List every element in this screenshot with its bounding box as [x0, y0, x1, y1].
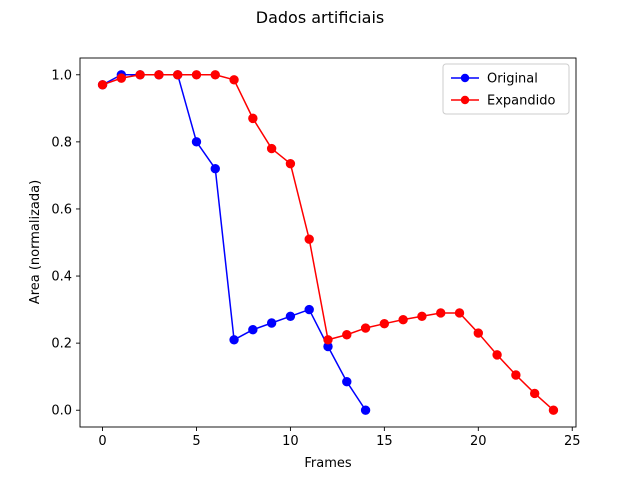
legend-label-expandido: Expandido — [487, 94, 555, 109]
chart-title: Dados artificiais — [256, 8, 385, 27]
data-point-expandido — [454, 308, 465, 318]
data-point-expandido — [248, 113, 258, 124]
legend-box — [442, 63, 570, 115]
data-point-expandido — [266, 143, 277, 154]
data-point-original — [248, 325, 258, 335]
x-tick-label: 25 — [564, 434, 581, 449]
data-point-expandido — [473, 328, 483, 338]
data-point-original — [229, 335, 239, 345]
y-tick-label: 0.0 — [51, 404, 72, 419]
data-point-expandido — [342, 330, 352, 340]
data-point-expandido — [210, 70, 220, 80]
legend-marker-expandido — [460, 95, 470, 105]
data-point-original — [304, 304, 314, 315]
data-point-expandido — [285, 158, 296, 169]
data-point-expandido — [511, 370, 521, 380]
data-point-expandido — [360, 323, 371, 333]
data-point-original — [210, 164, 220, 174]
data-point-expandido — [304, 234, 314, 244]
x-tick-label: 15 — [376, 434, 393, 449]
data-point-expandido — [173, 70, 183, 80]
data-point-expandido — [379, 318, 390, 329]
data-point-expandido — [492, 350, 502, 360]
plot-frame — [79, 57, 577, 428]
data-point-expandido — [135, 70, 145, 80]
data-point-expandido — [436, 308, 446, 318]
data-point-original — [342, 377, 352, 387]
data-point-expandido — [229, 75, 239, 85]
data-point-original — [285, 311, 296, 321]
data-point-expandido — [97, 80, 108, 90]
data-point-expandido — [417, 311, 427, 321]
data-point-expandido — [398, 314, 408, 325]
data-point-expandido — [191, 70, 202, 80]
data-point-original — [266, 318, 277, 328]
data-point-expandido — [529, 388, 540, 399]
data-point-expandido — [154, 70, 164, 80]
y-tick-label: 0.2 — [51, 337, 72, 352]
x-tick-label: 20 — [470, 434, 487, 449]
x-axis-label: Frames — [304, 456, 352, 471]
data-point-original — [360, 405, 371, 415]
y-axis-label: Area (normalizada) — [28, 180, 43, 304]
y-tick-label: 0.4 — [51, 270, 72, 285]
data-point-original — [191, 137, 202, 147]
data-point-expandido — [323, 335, 333, 345]
legend-marker-original — [460, 73, 470, 83]
data-point-expandido — [548, 405, 559, 415]
x-tick-label: 0 — [98, 434, 106, 449]
legend-label-original: Original — [487, 72, 538, 87]
y-tick-label: 0.8 — [51, 135, 72, 150]
y-tick-label: 0.6 — [51, 202, 72, 217]
y-tick-label: 1.0 — [51, 68, 72, 83]
x-tick-label: 10 — [282, 434, 299, 449]
x-tick-label: 5 — [192, 434, 200, 449]
data-point-expandido — [116, 73, 127, 83]
